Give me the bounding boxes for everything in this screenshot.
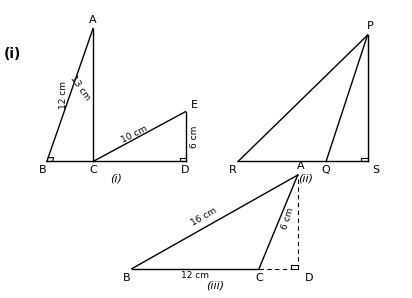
Text: D: D xyxy=(181,165,190,176)
Text: B: B xyxy=(123,273,130,283)
Text: C: C xyxy=(255,273,263,283)
Text: R: R xyxy=(229,165,237,176)
Text: (i): (i) xyxy=(110,173,122,183)
Text: 6 cm: 6 cm xyxy=(190,125,199,148)
Text: 12 cm: 12 cm xyxy=(182,271,209,280)
Text: S: S xyxy=(373,165,380,176)
Text: (ii): (ii) xyxy=(298,173,313,183)
Text: 13 cm: 13 cm xyxy=(68,74,92,103)
Text: A: A xyxy=(297,161,304,171)
Text: A: A xyxy=(89,15,97,24)
Text: 16 cm: 16 cm xyxy=(190,206,218,228)
Text: (i): (i) xyxy=(4,47,21,60)
Text: 12 cm: 12 cm xyxy=(59,81,68,109)
Text: P: P xyxy=(367,21,373,31)
Text: C: C xyxy=(89,165,97,176)
Text: 6 cm: 6 cm xyxy=(280,207,295,230)
Text: (iii): (iii) xyxy=(206,280,224,290)
Text: Q: Q xyxy=(322,165,330,176)
Text: E: E xyxy=(191,100,198,110)
Text: D: D xyxy=(304,273,313,283)
Text: 10 cm: 10 cm xyxy=(120,124,149,145)
Text: B: B xyxy=(38,165,46,176)
